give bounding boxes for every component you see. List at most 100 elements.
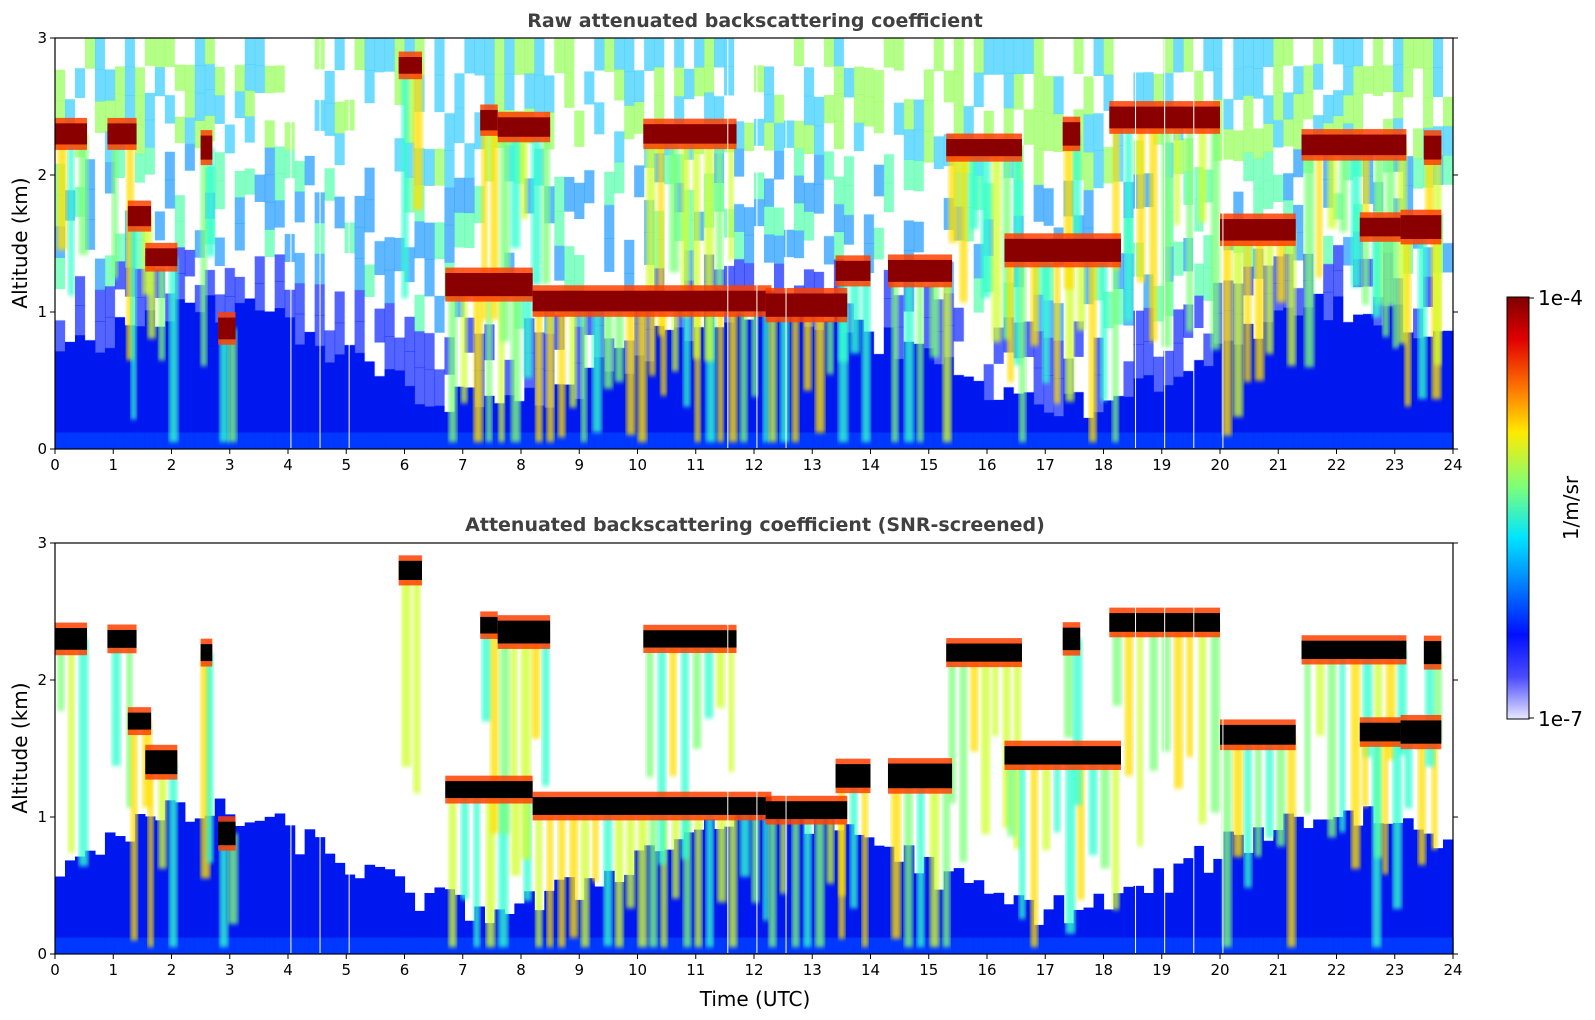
noise-speckle-cell	[1333, 115, 1344, 142]
noise-speckle-cell	[883, 66, 895, 97]
noise-speckle-cell	[304, 272, 316, 303]
noise-speckle-cell	[55, 100, 66, 133]
near-surface-band	[74, 432, 86, 449]
noise-speckle-cell	[1293, 121, 1304, 150]
noise-speckle-cell	[843, 214, 855, 245]
noise-speckle-cell	[803, 95, 815, 126]
virga-streak	[1007, 250, 1015, 383]
noise-speckle-cell	[833, 148, 845, 177]
near-surface-band	[1363, 432, 1374, 449]
boundary-layer-column	[843, 824, 855, 954]
noise-speckle-cell	[224, 95, 236, 125]
noise-speckle-cell	[404, 142, 416, 178]
near-surface-band	[1033, 937, 1045, 954]
noise-speckle-cell	[384, 269, 396, 304]
noise-speckle-cell	[274, 145, 286, 174]
noise-speckle-cell	[424, 148, 436, 186]
near-surface-band	[104, 432, 116, 449]
noise-speckle-cell	[1213, 38, 1224, 70]
near-surface-band	[1103, 937, 1115, 954]
noise-speckle-cell	[1243, 95, 1254, 125]
noise-speckle-cell	[184, 90, 196, 118]
noise-speckle-cell	[364, 167, 376, 201]
noise-speckle-cell	[754, 225, 765, 254]
noise-speckle-cell	[404, 177, 416, 213]
near-surface-band	[1023, 937, 1035, 954]
noise-speckle-cell	[474, 148, 485, 187]
boundary-layer-column	[873, 353, 885, 449]
noise-speckle-cell	[234, 117, 246, 145]
virga-streak	[981, 652, 991, 835]
noise-speckle-cell	[564, 38, 575, 74]
virga-streak	[959, 652, 968, 863]
near-surface-band	[1183, 937, 1194, 954]
noise-speckle-cell	[354, 258, 366, 291]
noise-speckle-cell	[464, 38, 475, 74]
virga-streak	[637, 806, 648, 948]
boundary-layer-column	[114, 316, 126, 449]
noise-speckle-cell	[1253, 68, 1264, 99]
noise-speckle-cell	[1033, 184, 1045, 222]
boundary-layer-column	[1333, 296, 1344, 449]
noise-speckle-cell	[863, 67, 875, 98]
noise-speckle-cell	[793, 38, 805, 67]
noise-speckle-cell	[644, 38, 655, 71]
noise-speckle-cell	[1153, 73, 1165, 110]
noise-speckle-cell	[793, 257, 805, 286]
near-surface-band	[1373, 432, 1384, 449]
noise-speckle-cell	[294, 313, 306, 345]
noise-speckle-cell	[264, 229, 276, 258]
noise-speckle-cell	[214, 151, 226, 181]
noise-speckle-cell	[134, 66, 146, 97]
virga-streak	[481, 120, 488, 321]
boundary-layer-column	[1263, 840, 1274, 954]
noise-speckle-cell	[1293, 148, 1304, 178]
noise-speckle-cell	[594, 261, 605, 294]
virga-streak	[57, 638, 65, 712]
virga-streak	[147, 762, 154, 948]
noise-speckle-cell	[84, 309, 96, 341]
boundary-layer-column	[104, 832, 116, 954]
near-surface-band	[94, 937, 106, 954]
virga-streak	[523, 284, 533, 379]
noise-speckle-cell	[334, 132, 346, 166]
noise-speckle-cell	[324, 102, 336, 136]
noise-speckle-cell	[734, 203, 745, 232]
boundary-layer-column	[973, 380, 985, 449]
virga-streak	[1198, 117, 1207, 223]
noise-speckle-cell	[364, 296, 376, 330]
noise-speckle-cell	[843, 273, 855, 304]
noise-speckle-cell	[843, 38, 855, 69]
noise-speckle-cell	[394, 237, 406, 272]
noise-speckle-cell	[1143, 172, 1155, 208]
noise-speckle-cell	[424, 185, 436, 223]
noise-speckle-cell	[364, 231, 376, 265]
near-surface-band	[1123, 937, 1135, 954]
near-surface-band	[504, 937, 515, 954]
noise-speckle-cell	[1023, 73, 1035, 110]
noise-speckle-cell	[84, 249, 96, 281]
boundary-layer-column	[1043, 909, 1055, 954]
noise-speckle-cell	[584, 235, 595, 270]
cloud-layer-core	[445, 781, 533, 799]
noise-speckle-cell	[1293, 204, 1304, 233]
noise-speckle-cell	[174, 116, 186, 144]
noise-speckle-cell	[773, 235, 785, 265]
virga-streak	[751, 301, 758, 397]
virga-streak	[1198, 622, 1207, 824]
virga-streak	[826, 305, 834, 375]
cloud-layer-core	[480, 109, 498, 131]
noise-speckle-cell	[374, 139, 386, 174]
near-surface-band	[1383, 432, 1394, 449]
virga-streak	[499, 632, 510, 834]
virga-streak	[803, 810, 812, 948]
noise-speckle-cell	[873, 321, 885, 355]
noise-speckle-cell	[923, 317, 935, 349]
virga-streak	[1161, 117, 1172, 348]
near-surface-band	[284, 937, 296, 954]
boundary-layer-column	[1383, 305, 1394, 449]
virga-streak	[1316, 649, 1325, 736]
boundary-layer-column	[664, 329, 675, 449]
virga-streak	[942, 775, 951, 948]
